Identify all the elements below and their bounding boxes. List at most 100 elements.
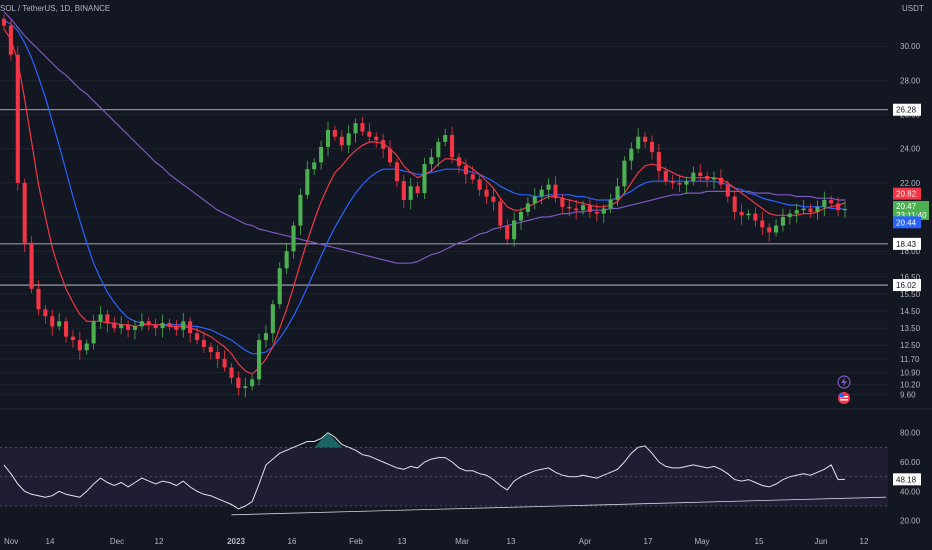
chart-title[interactable]: SOL / TetherUS, 1D, BINANCE [0,4,111,13]
candle[interactable] [649,141,655,153]
candle[interactable] [760,220,765,228]
candle[interactable] [63,321,69,337]
candle[interactable] [36,288,41,310]
candle[interactable] [119,324,124,329]
candle[interactable] [801,208,806,211]
candle[interactable] [91,321,96,344]
candle[interactable] [174,326,179,330]
candle[interactable] [518,211,524,221]
horizontal-levels[interactable] [0,109,888,286]
candle[interactable] [560,198,565,207]
candle[interactable] [1,18,7,26]
candle[interactable] [532,196,537,204]
candle[interactable] [98,314,103,322]
candle[interactable] [470,174,475,180]
candle[interactable] [456,157,462,166]
candle[interactable] [153,324,158,329]
candle[interactable] [408,186,413,200]
candle[interactable] [574,208,579,211]
candle[interactable] [622,160,627,187]
candle[interactable] [243,386,248,388]
candle[interactable] [70,336,75,341]
candle[interactable] [22,182,27,243]
candle[interactable] [725,184,730,197]
candle[interactable] [594,211,599,214]
candle[interactable] [291,225,296,252]
candle[interactable] [525,203,530,212]
candle[interactable] [443,135,448,142]
candle[interactable] [815,206,820,212]
candle[interactable] [139,321,144,327]
candle[interactable] [512,220,517,240]
us-flag-icon[interactable] [838,392,850,404]
candle[interactable] [787,213,792,218]
candle[interactable] [718,177,723,185]
candle[interactable] [367,131,372,137]
candle[interactable] [698,172,703,177]
candle[interactable] [539,189,544,197]
candle[interactable] [77,340,82,351]
candle[interactable] [353,123,358,134]
candle[interactable] [270,304,275,334]
candle[interactable] [498,201,503,226]
candle[interactable] [215,352,220,359]
candle[interactable] [325,129,331,147]
candle[interactable] [836,203,841,211]
candle[interactable] [587,205,592,212]
candle[interactable] [808,208,813,212]
candle[interactable] [8,25,13,55]
candle[interactable] [415,186,420,194]
candle[interactable] [181,321,186,330]
candle[interactable] [422,164,427,194]
candle[interactable] [263,333,269,341]
candle[interactable] [553,184,558,199]
candle[interactable] [346,133,351,146]
candle[interactable] [319,146,324,163]
candle[interactable] [15,54,20,183]
candle[interactable] [711,177,717,180]
candle[interactable] [767,227,772,233]
candle[interactable] [401,181,406,200]
candle[interactable] [636,136,641,149]
rsi-trendline[interactable] [231,496,887,516]
candle[interactable] [57,321,62,327]
candle[interactable] [50,316,55,327]
candle[interactable] [29,242,34,289]
price-axis[interactable]: 30.0028.0026.0024.0022.0020.0018.0016.50… [900,42,921,525]
candle[interactable] [608,199,613,209]
candle[interactable] [257,340,262,380]
candle[interactable] [332,129,337,137]
candle[interactable] [677,182,682,185]
candle[interactable] [167,322,172,327]
candle[interactable] [360,123,365,132]
candle[interactable] [746,213,751,216]
candle[interactable] [629,148,634,161]
candle[interactable] [236,377,241,388]
candle[interactable] [643,136,648,142]
candle[interactable] [450,135,455,158]
candle[interactable] [656,152,661,171]
candle[interactable] [829,199,834,204]
candle[interactable] [546,184,551,190]
candle[interactable] [374,136,379,141]
candle[interactable] [684,181,689,185]
candle[interactable] [112,322,117,329]
candle[interactable] [491,196,496,202]
lightning-icon[interactable] [837,375,851,389]
candle[interactable] [146,321,151,325]
candle[interactable] [670,181,675,183]
candle[interactable] [312,162,317,170]
candle[interactable] [250,379,255,387]
candle[interactable] [580,205,586,211]
candle[interactable] [663,170,668,182]
candle[interactable] [436,141,441,158]
rsi-pane[interactable] [0,432,888,516]
candle[interactable] [780,217,786,226]
candle[interactable] [339,136,344,146]
candle[interactable] [505,225,510,240]
candle[interactable] [739,211,744,216]
candle[interactable] [463,165,468,175]
candle[interactable] [732,196,737,212]
candle[interactable] [615,186,620,200]
rsi-line[interactable] [3,432,846,510]
